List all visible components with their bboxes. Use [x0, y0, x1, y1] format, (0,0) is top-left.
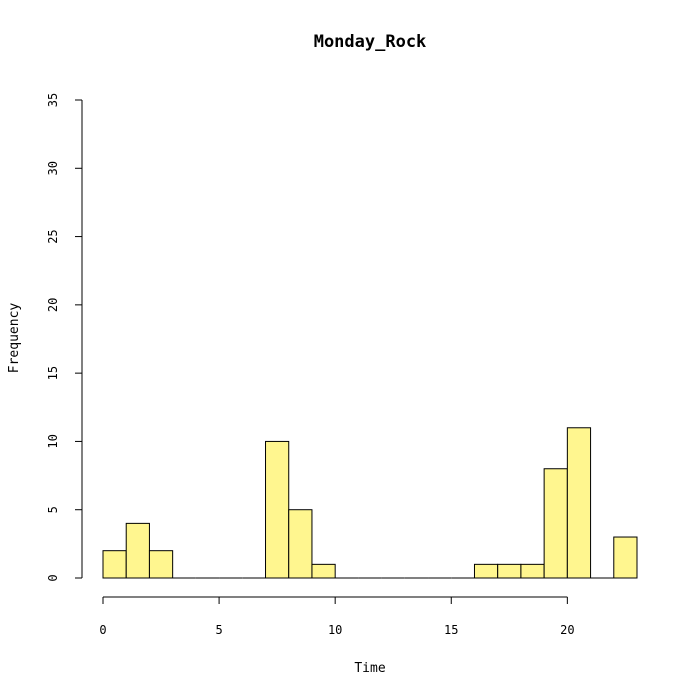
- histogram-bar: [543, 468, 568, 579]
- chart-title: Monday_Rock: [314, 32, 427, 52]
- bars-group: [102, 427, 638, 579]
- histogram-bar: [497, 563, 522, 579]
- y-tick-label: 20: [46, 298, 60, 312]
- y-tick-label: 10: [46, 434, 60, 448]
- y-tick-label: 15: [46, 366, 60, 380]
- y-tick-label: 5: [46, 506, 60, 513]
- histogram-bar: [566, 427, 592, 579]
- y-axis: 0 5 10 15 20 25 30 35: [46, 93, 83, 582]
- y-tick-label: 35: [46, 93, 60, 107]
- histogram-bar: [102, 550, 127, 579]
- x-tick-label: 20: [560, 623, 574, 637]
- x-tick-label: 5: [215, 623, 222, 637]
- x-axis-label: Time: [354, 661, 385, 676]
- y-tick-label: 25: [46, 229, 60, 243]
- histogram-bar: [613, 536, 638, 579]
- histogram-bar: [311, 563, 336, 579]
- histogram-bar: [125, 522, 150, 579]
- histogram-bar: [520, 563, 545, 579]
- x-axis: 0 5 10 15 20: [99, 596, 575, 637]
- histogram-bar: [288, 509, 313, 579]
- x-tick-label: 10: [328, 623, 342, 637]
- x-tick-label: 0: [99, 623, 106, 637]
- histogram-bar: [473, 563, 499, 579]
- histogram-bar: [148, 550, 174, 579]
- y-axis-label: Frequency: [7, 303, 22, 374]
- histogram-bar: [265, 440, 290, 579]
- y-tick-label: 0: [46, 574, 60, 581]
- x-tick-label: 15: [444, 623, 458, 637]
- y-tick-label: 30: [46, 161, 60, 175]
